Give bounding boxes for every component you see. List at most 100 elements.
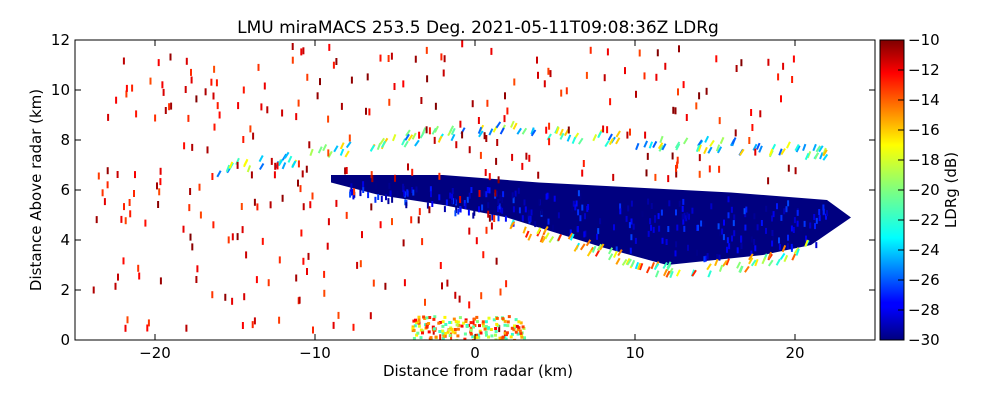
cloud-pixel (463, 200, 466, 206)
upper-noise-pixel (782, 62, 785, 70)
cloud-pixel (818, 215, 821, 222)
upper-noise-pixel (490, 47, 493, 55)
cloud-base-edge-pixel (626, 258, 632, 266)
near-ground-clutter-pixel (419, 336, 423, 340)
cloud-pixel (406, 189, 409, 196)
near-ground-clutter-pixel (437, 321, 441, 325)
near-ground-clutter-pixel (451, 330, 455, 334)
near-ground-clutter-pixel (455, 323, 459, 327)
upper-noise-pixel (654, 173, 657, 181)
near-ground-clutter-pixel (507, 315, 511, 319)
sparse-noise-pixel (495, 257, 498, 265)
sparse-noise-pixel (189, 233, 192, 241)
x-axis: −20 −10 0 10 20 (139, 40, 805, 362)
near-ground-clutter-pixel (517, 326, 521, 330)
sparse-noise-pixel (439, 262, 442, 269)
cloud-top-edge-pixel (546, 133, 552, 141)
colorbar-tick-label: −22 (908, 211, 940, 229)
sparse-noise-pixel (198, 183, 201, 191)
near-ground-clutter-pixel (487, 326, 491, 330)
sparse-noise-pixel (428, 206, 431, 214)
y-axis-label: Distance Above radar (km) (27, 89, 45, 291)
upper-noise-pixel (589, 46, 592, 54)
cloud-top-edge-pixel (703, 146, 708, 155)
cloud-top-edge-pixel (401, 138, 406, 146)
cloud-pixel (740, 243, 743, 250)
cloud-base-edge-pixel (718, 264, 724, 272)
sparse-noise-pixel (103, 198, 106, 206)
upper-noise-pixel (643, 72, 646, 80)
cloud-pixel (783, 208, 786, 215)
sparse-noise-pixel (421, 238, 424, 246)
cloud-top-edge-pixel (437, 135, 443, 143)
cloud-pixel (815, 217, 818, 224)
cloud-pixel (650, 203, 653, 209)
upper-noise-pixel (485, 135, 488, 142)
cloud-base-edge-pixel (543, 226, 549, 234)
cloud-pixel (682, 198, 685, 205)
cloud-pixel (599, 218, 602, 225)
cloud-base-edge-pixel (722, 259, 728, 267)
cloud-pixel (683, 212, 686, 219)
cloud-pixel (349, 191, 352, 198)
upper-noise-pixel (503, 115, 506, 123)
cloud-pixel (649, 218, 652, 225)
upper-noise-pixel (393, 83, 396, 90)
cloud-pixel (744, 224, 747, 231)
cloud-base-edge-pixel (761, 256, 767, 265)
upper-noise-pixel (122, 57, 125, 65)
cloud-base-edge-pixel (754, 259, 759, 267)
near-ground-clutter-pixel (429, 336, 433, 340)
cloud-pixel (534, 221, 537, 228)
sparse-noise-pixel (505, 280, 508, 288)
cloud-pixel (518, 207, 521, 214)
cloud-pixel (466, 196, 469, 203)
cloud-pixel (377, 194, 380, 200)
near-ground-clutter-pixel (503, 323, 507, 327)
upper-noise-pixel (242, 136, 245, 143)
near-ground-clutter-pixel (416, 331, 420, 335)
cloud-pixel (455, 207, 458, 213)
upper-noise-pixel (603, 74, 606, 82)
sparse-noise-pixel (302, 203, 305, 211)
cloud-pixel (512, 206, 515, 213)
near-ground-clutter-pixel (494, 327, 498, 330)
cloud-pixel (504, 215, 507, 222)
cloud-pixel (629, 247, 632, 254)
cloud-top-edge-pixel (559, 128, 564, 136)
cloud-base-edge-pixel (522, 226, 527, 234)
upper-noise-pixel (191, 143, 194, 151)
cloud-pixel (750, 250, 753, 257)
cloud-top-edge-pixel (822, 153, 829, 161)
upper-noise-pixel (420, 97, 423, 104)
cloud-pixel (778, 237, 780, 244)
upper-noise-pixel (635, 90, 637, 98)
upper-noise-pixel (260, 103, 263, 111)
cloud-pixel (411, 187, 414, 193)
cloud-top-edge-pixel (717, 146, 723, 154)
upper-noise-pixel (496, 139, 499, 146)
cloud-pixel (528, 215, 531, 222)
near-ground-clutter-pixel (510, 332, 514, 336)
cloud-pixel (451, 193, 454, 200)
sparse-noise-pixel (472, 317, 475, 325)
cloud-top-edge-pixel (228, 161, 234, 169)
near-ground-clutter-pixel (443, 315, 447, 319)
cloud-base-edge-pixel (569, 233, 575, 241)
upper-noise-pixel (206, 146, 209, 154)
cloud-base-edge-pixel (725, 258, 730, 266)
sparse-noise-pixel (157, 201, 160, 208)
near-ground-clutter-pixel (453, 331, 457, 335)
sparse-noise-pixel (418, 208, 421, 216)
cloud-top-edge-pixel (450, 133, 456, 142)
cloud-top-edge-pixel (339, 142, 345, 150)
upper-noise-pixel (754, 148, 757, 156)
near-ground-clutter-pixel (444, 323, 448, 326)
cloud-pixel (681, 213, 684, 220)
sparse-noise-pixel (490, 222, 493, 230)
cloud-base-edge-pixel (767, 259, 774, 267)
upper-noise-pixel (185, 57, 188, 65)
near-ground-clutter-pixel (464, 318, 468, 322)
upper-noise-pixel (461, 131, 464, 139)
upper-noise-pixel (644, 131, 647, 139)
